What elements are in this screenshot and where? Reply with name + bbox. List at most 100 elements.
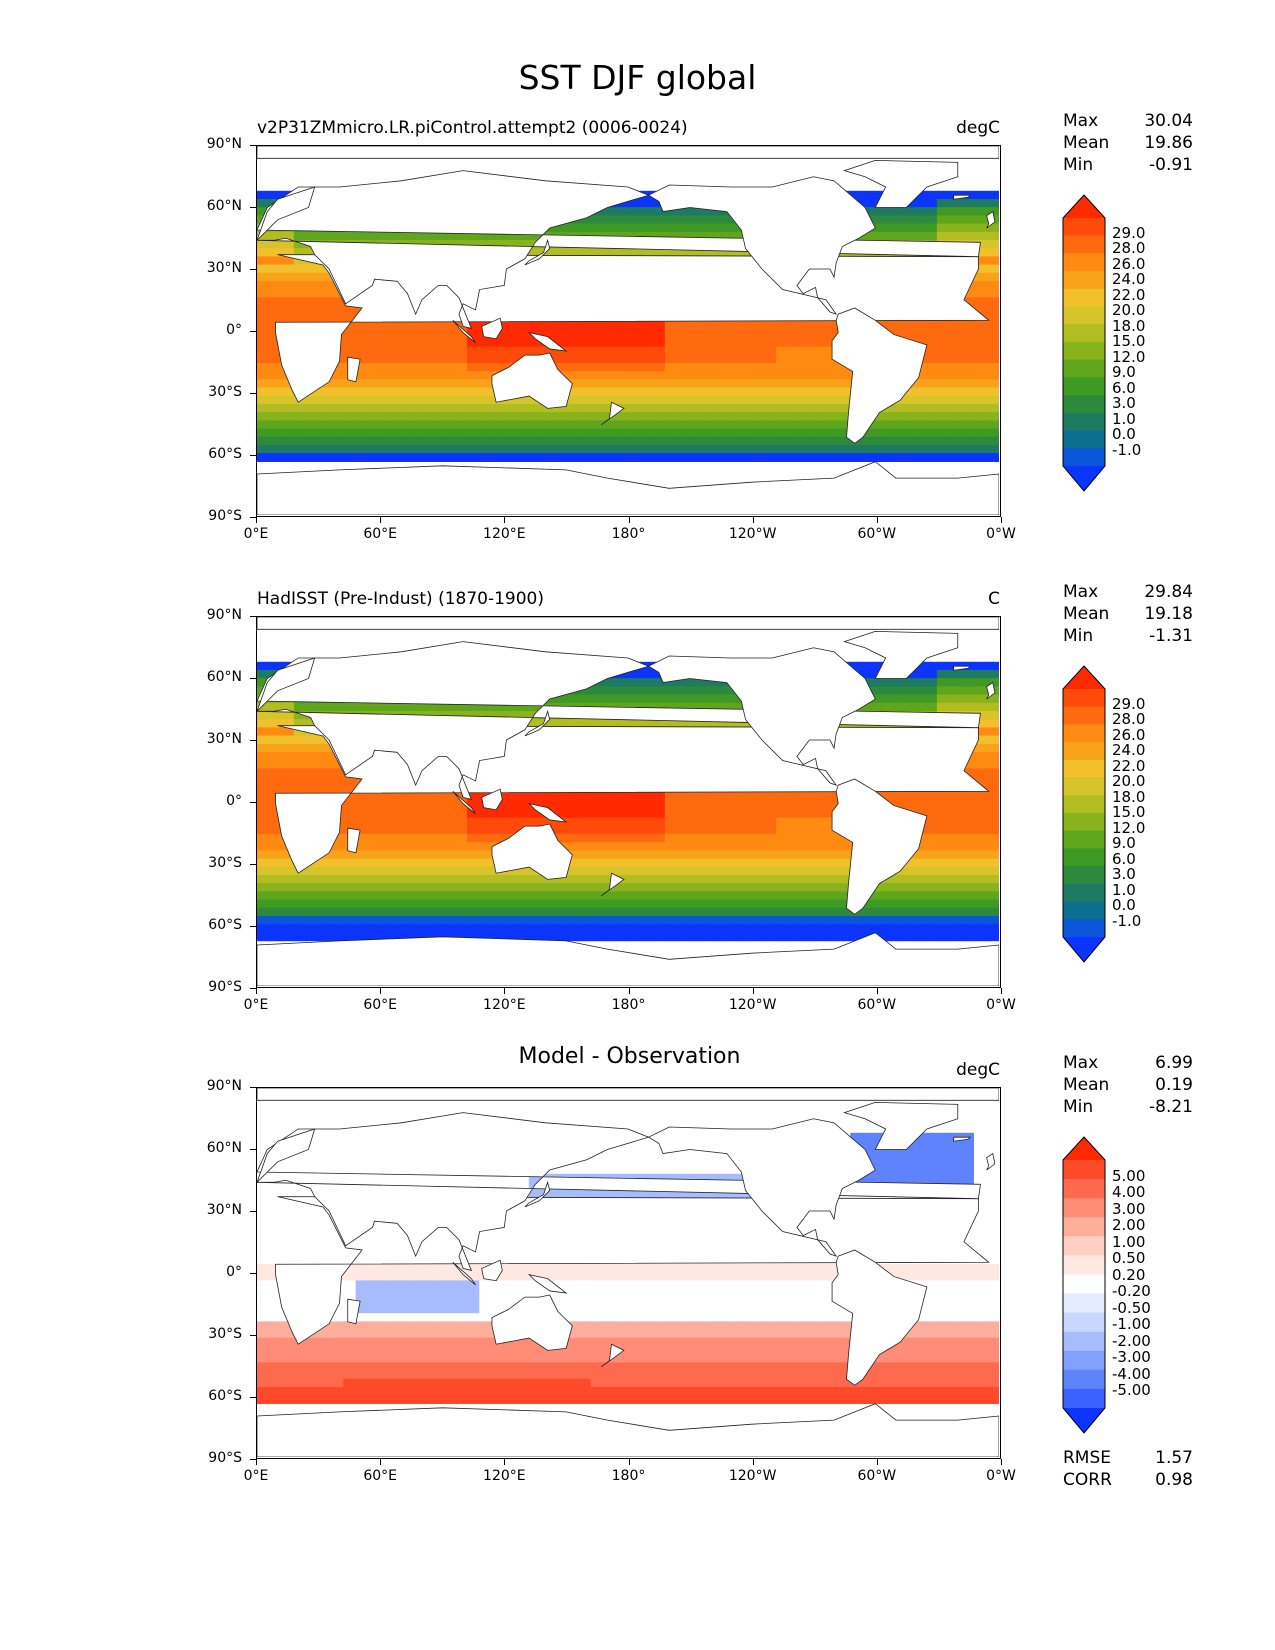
field-cell — [739, 445, 752, 454]
field-cell — [726, 322, 740, 331]
field-cell — [590, 371, 604, 380]
field-cell — [961, 1165, 975, 1175]
field-cell — [677, 866, 691, 876]
field-cell — [924, 842, 938, 851]
field-cell — [887, 891, 901, 901]
field-cell — [714, 354, 728, 364]
field-cell — [788, 379, 802, 389]
field-cell — [565, 387, 579, 397]
field-cell — [677, 817, 691, 827]
field-cell — [269, 346, 283, 356]
field-cell — [714, 875, 728, 884]
field-cell — [392, 702, 406, 712]
field-cell — [837, 428, 851, 438]
field-cell — [912, 678, 926, 687]
field-cell — [726, 817, 740, 827]
field-cell — [368, 453, 381, 462]
field-cell — [355, 866, 369, 876]
field-cell — [565, 363, 579, 372]
field-cell — [813, 330, 827, 339]
colorbar-swatch — [1063, 777, 1105, 796]
field-cell — [578, 330, 592, 339]
field-cell — [664, 809, 678, 819]
field-cell — [664, 1165, 678, 1175]
land-newzealand — [600, 872, 625, 897]
field-cell — [590, 436, 604, 446]
field-cell — [590, 842, 604, 851]
field-cell — [466, 395, 480, 405]
field-cell — [739, 891, 752, 901]
field-cell — [368, 322, 381, 331]
field-cell — [578, 379, 592, 389]
field-cell — [701, 453, 715, 462]
field-cell — [392, 793, 406, 802]
field-cell — [565, 907, 579, 917]
field-cell — [800, 899, 814, 909]
field-cell — [677, 809, 691, 819]
field-cell — [590, 395, 604, 405]
field-cell — [553, 825, 567, 835]
field-cell — [429, 858, 443, 868]
field-cell — [293, 1214, 307, 1224]
field-cell — [528, 916, 542, 925]
field-cell — [924, 702, 938, 712]
field-cell — [701, 412, 715, 421]
field-cell — [714, 330, 728, 339]
field-cell — [899, 404, 913, 413]
field-cell — [850, 916, 864, 925]
field-cell — [652, 207, 666, 216]
field-cell — [825, 371, 839, 380]
field-cell — [986, 1214, 999, 1224]
field-cell — [924, 395, 938, 405]
field-cell — [293, 289, 307, 298]
field-cell — [578, 842, 592, 851]
field-cell — [924, 190, 938, 200]
field-cell — [553, 248, 567, 257]
field-cell — [701, 834, 715, 843]
field-cell — [986, 1198, 999, 1208]
field-cell — [986, 346, 999, 356]
field-cell — [269, 420, 283, 430]
field-cell — [380, 793, 394, 802]
field-cell — [862, 1132, 876, 1142]
field-cell — [281, 760, 295, 769]
field-cell — [380, 330, 394, 339]
field-cell — [479, 1173, 493, 1183]
field-cell — [776, 891, 790, 901]
field-cell — [541, 436, 555, 446]
field-cell — [578, 436, 592, 446]
field-cell — [466, 1182, 480, 1191]
field-cell — [924, 207, 938, 216]
field-cell — [936, 363, 950, 372]
field-cell — [788, 338, 802, 348]
lon-tick-mark — [256, 517, 257, 523]
field-cell — [739, 932, 752, 942]
field-cell — [578, 793, 592, 802]
field-cell — [429, 891, 443, 901]
field-cell — [837, 445, 851, 454]
field-cell — [454, 412, 468, 421]
field-cell — [652, 924, 666, 933]
field-cell — [875, 1149, 888, 1158]
field-cell — [714, 858, 728, 868]
field-cell — [417, 916, 431, 925]
field-cell — [961, 891, 975, 901]
field-cell — [862, 702, 876, 712]
field-cell — [689, 1190, 703, 1199]
field-cell — [405, 322, 419, 331]
field-cell — [949, 916, 963, 925]
lat-tick-mark — [250, 455, 256, 456]
field-cell — [726, 793, 740, 802]
field-cell — [640, 1141, 654, 1150]
field-cell — [751, 916, 765, 925]
field-cell — [986, 1141, 999, 1150]
field-cell — [405, 899, 419, 909]
field-cell — [726, 875, 740, 884]
field-cell — [763, 322, 777, 331]
field-cell — [380, 801, 394, 810]
field-cell — [590, 883, 604, 892]
field-cell — [392, 412, 406, 421]
field-cell — [739, 395, 752, 405]
field-cell — [924, 371, 938, 380]
field-cell — [578, 223, 592, 233]
